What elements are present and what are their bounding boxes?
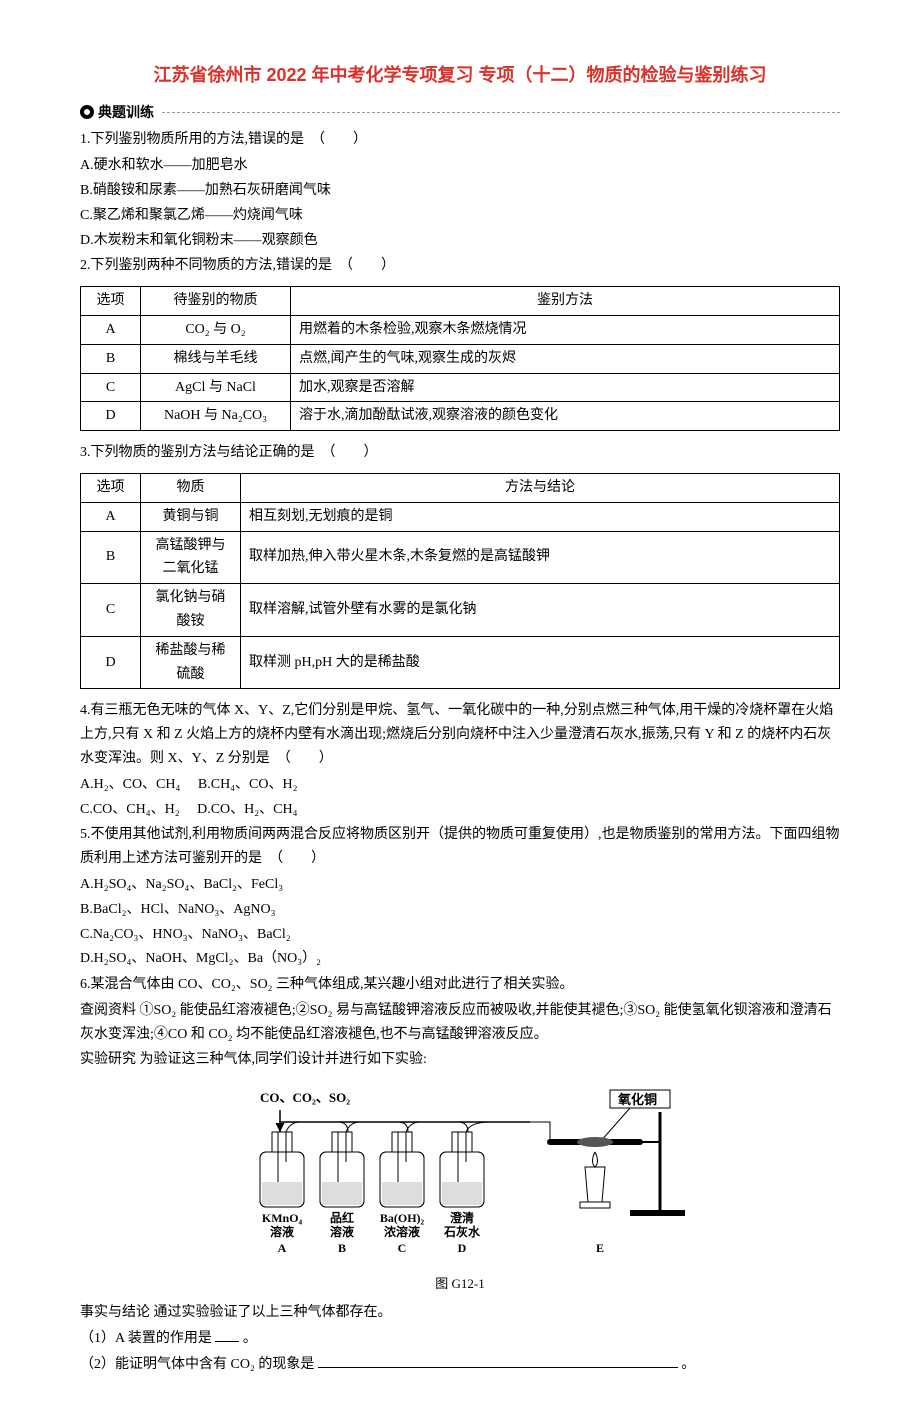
- fig-c-mid: 浓溶液: [384, 1224, 420, 1239]
- fig-cuo-label: 氧化铜: [617, 1092, 657, 1107]
- fig-e-letter: E: [596, 1241, 604, 1255]
- fig-a-top: KMnO₄: [262, 1211, 303, 1225]
- cell: A: [81, 502, 141, 531]
- fig-input-label: CO、CO₂、SO₂: [260, 1090, 350, 1105]
- q3-stem: 3.下列物质的鉴别方法与结论正确的是 （ ）: [80, 441, 840, 465]
- fig-b-letter: B: [338, 1241, 346, 1255]
- fig-b-top: 品红: [330, 1210, 354, 1225]
- q5-opt-b: B.BaCl₂、HCl、NaNO₃、AgNO₃: [80, 898, 840, 922]
- table-row: C AgCl 与 NaCl 加水,观察是否溶解: [81, 373, 840, 402]
- q6-sub2: （2）能证明气体中含有 CO₂ 的现象是 。: [80, 1353, 840, 1377]
- fig-a-mid: 溶液: [270, 1224, 294, 1239]
- table-row: 选项 待鉴别的物质 鉴别方法: [81, 287, 840, 316]
- table-row: C 氯化钠与硝酸铵 取样溶解,试管外壁有水雾的是氯化钠: [81, 584, 840, 637]
- table-row: B 棉线与羊毛线 点燃,闻产生的气味,观察生成的灰烬: [81, 344, 840, 373]
- cell: C: [81, 584, 141, 637]
- heating-apparatus: [550, 1112, 685, 1216]
- cell: 加水,观察是否溶解: [291, 373, 840, 402]
- q6-line2: 查阅资料 ①SO₂ 能使品红溶液褪色;②SO₂ 易与高锰酸钾溶液反应而被吸收,并…: [80, 999, 840, 1047]
- fig-d-top: 澄清: [450, 1210, 474, 1225]
- cell: B: [81, 344, 141, 373]
- q2-h0: 选项: [81, 287, 141, 316]
- cell: 取样测 pH,pH 大的是稀盐酸: [241, 636, 840, 689]
- q1-stem: 1.下列鉴别物质所用的方法,错误的是 （ ）: [80, 128, 840, 152]
- fig-d-letter: D: [458, 1241, 467, 1255]
- q2-h1: 待鉴别的物质: [141, 287, 291, 316]
- bottle-group: [260, 1132, 484, 1207]
- q4-opt-a: A.H₂、CO、CH₄: [80, 777, 180, 792]
- q2-h2: 鉴别方法: [291, 287, 840, 316]
- q4-row1: A.H₂、CO、CH₄ B.CH₄、CO、H₂: [80, 773, 840, 797]
- table-row: 选项 物质 方法与结论: [81, 473, 840, 502]
- q6-sub1-label: （1）A 装置的作用是: [80, 1331, 212, 1346]
- cell: 用燃着的木条检验,观察木条燃烧情况: [291, 315, 840, 344]
- cell: 氯化钠与硝酸铵: [141, 584, 241, 637]
- q6-sub1: （1）A 装置的作用是 。: [80, 1327, 840, 1351]
- q6-line4: 事实与结论 通过实验验证了以上三种气体都存在。: [80, 1301, 840, 1325]
- q6-line3: 实验研究 为验证这三种气体,同学们设计并进行如下实验:: [80, 1048, 840, 1072]
- blank: [318, 1367, 678, 1368]
- q4-row2: C.CO、CH₄、H₂ D.CO、H₂、CH₄: [80, 798, 840, 822]
- q3-table: 选项 物质 方法与结论 A 黄铜与铜 相互刻划,无划痕的是铜 B 高锰酸钾与二氧…: [80, 473, 840, 689]
- q6-sub1-tail: 。: [243, 1331, 257, 1346]
- section-label: 典题训练: [98, 101, 154, 125]
- cell: AgCl 与 NaCl: [141, 373, 291, 402]
- bullet-icon: [80, 105, 94, 119]
- apparatus-svg: CO、CO₂、SO₂ 氧化铜: [230, 1082, 690, 1262]
- q3-h0: 选项: [81, 473, 141, 502]
- divider: [162, 112, 840, 113]
- experiment-figure: CO、CO₂、SO₂ 氧化铜: [80, 1082, 840, 1295]
- cell: 取样溶解,试管外壁有水雾的是氯化钠: [241, 584, 840, 637]
- q4-opt-b: B.CH₄、CO、H₂: [198, 777, 298, 792]
- table-row: B 高锰酸钾与二氧化锰 取样加热,伸入带火星木条,木条复燃的是高锰酸钾: [81, 531, 840, 584]
- q2-table: 选项 待鉴别的物质 鉴别方法 A CO₂ 与 O₂ 用燃着的木条检验,观察木条燃…: [80, 286, 840, 431]
- cell: 相互刻划,无划痕的是铜: [241, 502, 840, 531]
- figure-caption: 图 G12-1: [80, 1273, 840, 1295]
- cell: 棉线与羊毛线: [141, 344, 291, 373]
- table-row: A CO₂ 与 O₂ 用燃着的木条检验,观察木条燃烧情况: [81, 315, 840, 344]
- q3-h2: 方法与结论: [241, 473, 840, 502]
- q1-opt-d: D.木炭粉末和氧化铜粉末——观察颜色: [80, 229, 840, 253]
- q6-sub2-tail: 。: [681, 1357, 695, 1372]
- fig-c-letter: C: [398, 1241, 407, 1255]
- cell: D: [81, 402, 141, 431]
- cell: B: [81, 531, 141, 584]
- q1-opt-b: B.硝酸铵和尿素——加熟石灰研磨闻气味: [80, 179, 840, 203]
- q1-opt-a: A.硬水和软水——加肥皂水: [80, 154, 840, 178]
- q6-sub2-label: （2）能证明气体中含有 CO₂ 的现象是: [80, 1357, 314, 1372]
- cell: 黄铜与铜: [141, 502, 241, 531]
- table-row: D 稀盐酸与稀硫酸 取样测 pH,pH 大的是稀盐酸: [81, 636, 840, 689]
- q3-h1: 物质: [141, 473, 241, 502]
- cell: 高锰酸钾与二氧化锰: [141, 531, 241, 584]
- fig-b-mid: 溶液: [330, 1224, 354, 1239]
- fig-c-top: Ba(OH)₂: [380, 1211, 425, 1225]
- cell: 稀盐酸与稀硫酸: [141, 636, 241, 689]
- q4-opt-d: D.CO、H₂、CH₄: [197, 802, 297, 817]
- cell: 取样加热,伸入带火星木条,木条复燃的是高锰酸钾: [241, 531, 840, 584]
- q6-line1: 6.某混合气体由 CO、CO₂、SO₂ 三种气体组成,某兴趣小组对此进行了相关实…: [80, 973, 840, 997]
- cell: D: [81, 636, 141, 689]
- table-row: A 黄铜与铜 相互刻划,无划痕的是铜: [81, 502, 840, 531]
- q5-opt-a: A.H₂SO₄、Na₂SO₄、BaCl₂、FeCl₃: [80, 873, 840, 897]
- fig-a-letter: A: [278, 1241, 287, 1255]
- table-row: D NaOH 与 Na₂CO₃ 溶于水,滴加酚酞试液,观察溶液的颜色变化: [81, 402, 840, 431]
- cell: 点燃,闻产生的气味,观察生成的灰烬: [291, 344, 840, 373]
- q2-stem: 2.下列鉴别两种不同物质的方法,错误的是 （ ）: [80, 254, 840, 278]
- cell: 溶于水,滴加酚酞试液,观察溶液的颜色变化: [291, 402, 840, 431]
- cell: NaOH 与 Na₂CO₃: [141, 402, 291, 431]
- q1-opt-c: C.聚乙烯和聚氯乙烯——灼烧闻气味: [80, 204, 840, 228]
- q4-opt-c: C.CO、CH₄、H₂: [80, 802, 180, 817]
- cell: C: [81, 373, 141, 402]
- blank: [215, 1341, 239, 1342]
- cell: CO₂ 与 O₂: [141, 315, 291, 344]
- q5-opt-d: D.H₂SO₄、NaOH、MgCl₂、Ba（NO₃）₂: [80, 947, 840, 971]
- fig-d-mid: 石灰水: [443, 1224, 481, 1239]
- page-title: 江苏省徐州市 2022 年中考化学专项复习 专项（十二）物质的检验与鉴别练习: [80, 60, 840, 91]
- q5-stem: 5.不使用其他试剂,利用物质间两两混合反应将物质区别开（提供的物质可重复使用）,…: [80, 823, 840, 871]
- q5-opt-c: C.Na₂CO₃、HNO₃、NaNO₃、BaCl₂: [80, 923, 840, 947]
- section-heading: 典题训练: [80, 101, 840, 125]
- cell: A: [81, 315, 141, 344]
- q4-stem: 4.有三瓶无色无味的气体 X、Y、Z,它们分别是甲烷、氢气、一氧化碳中的一种,分…: [80, 699, 840, 770]
